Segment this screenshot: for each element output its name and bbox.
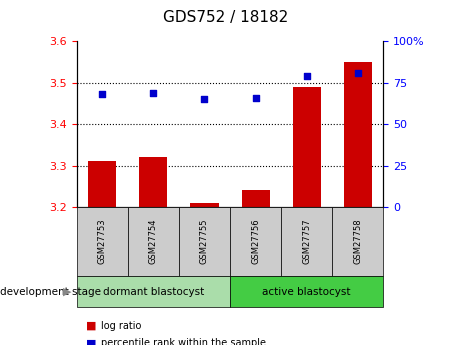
Text: GSM27754: GSM27754 <box>149 219 158 264</box>
Bar <box>293 87 321 207</box>
Point <box>99 92 106 97</box>
Bar <box>88 161 116 207</box>
Text: GDS752 / 18182: GDS752 / 18182 <box>163 10 288 25</box>
Bar <box>344 62 372 207</box>
Bar <box>242 190 270 207</box>
Point <box>201 97 208 102</box>
Text: ■: ■ <box>86 338 96 345</box>
Text: log ratio: log ratio <box>101 321 142 331</box>
Text: percentile rank within the sample: percentile rank within the sample <box>101 338 267 345</box>
Text: active blastocyst: active blastocyst <box>262 287 351 296</box>
Text: ■: ■ <box>86 321 96 331</box>
Bar <box>139 157 167 207</box>
Text: GSM27757: GSM27757 <box>302 219 311 264</box>
Text: GSM27753: GSM27753 <box>98 219 107 264</box>
Text: ▶: ▶ <box>64 287 72 296</box>
Bar <box>190 203 218 207</box>
Point <box>252 95 259 100</box>
Text: GSM27755: GSM27755 <box>200 219 209 264</box>
Point <box>303 73 310 79</box>
Text: development stage: development stage <box>0 287 101 296</box>
Point <box>150 90 157 96</box>
Text: GSM27756: GSM27756 <box>251 219 260 264</box>
Point <box>354 70 361 76</box>
Text: GSM27758: GSM27758 <box>353 219 362 264</box>
Text: dormant blastocyst: dormant blastocyst <box>103 287 204 296</box>
